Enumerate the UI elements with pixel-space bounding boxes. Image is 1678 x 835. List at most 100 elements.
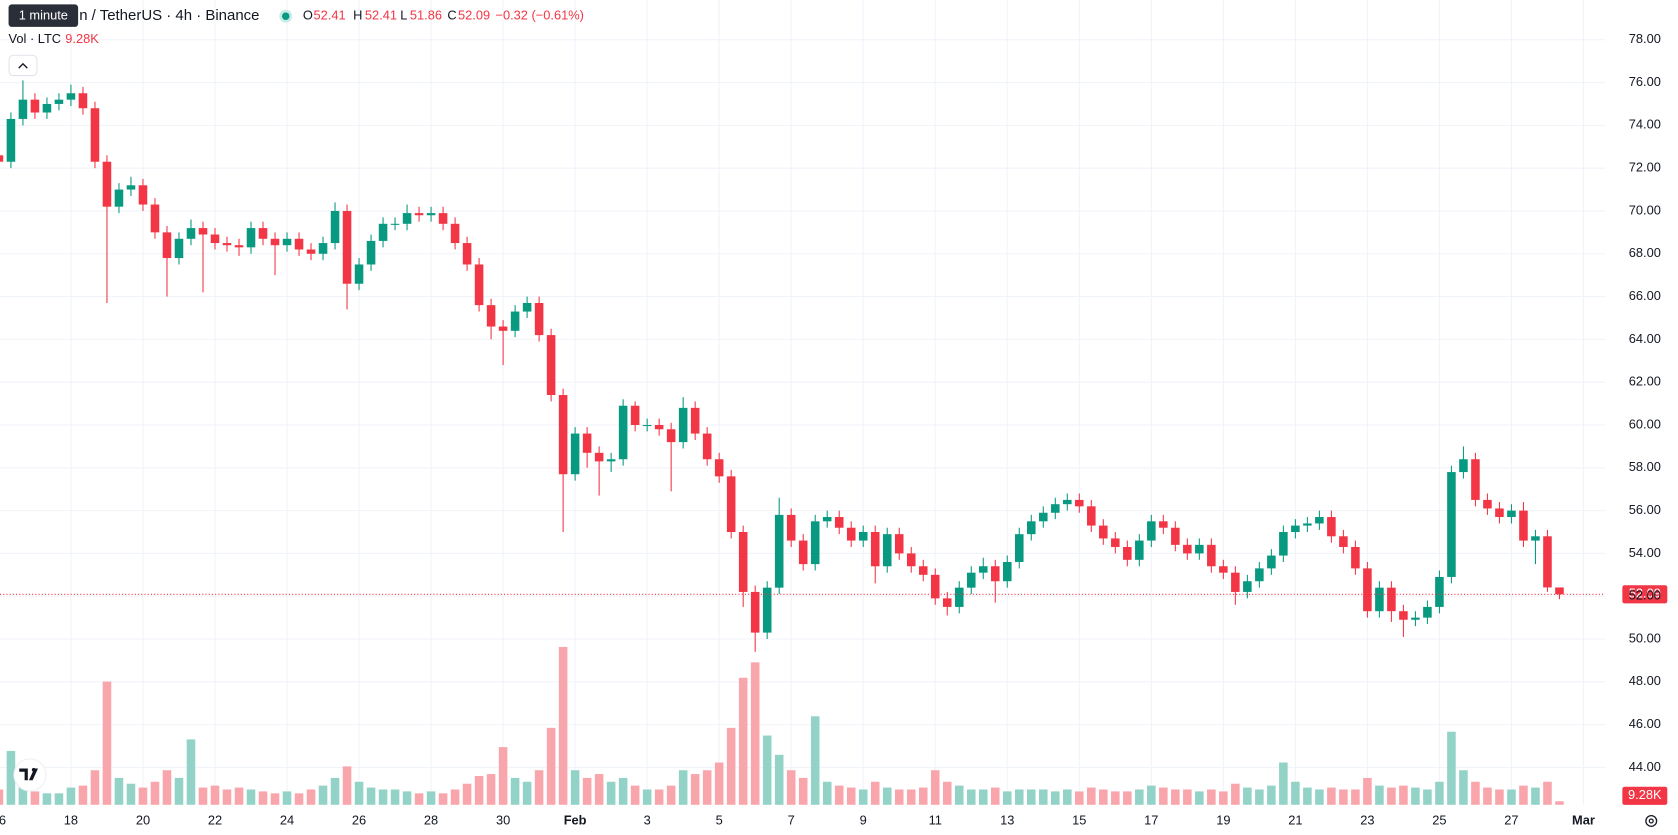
candle-body [1147,521,1156,541]
x-tick-label: 27 [1504,812,1518,827]
volume-bar [1267,785,1276,805]
tooltip-text: 1 minute [19,8,68,23]
candle-body [246,228,256,248]
candle-body [18,99,28,119]
volume-bar [1063,789,1072,805]
candle-body [798,540,808,565]
volume-bar [366,787,376,805]
logo-circle[interactable] [13,758,47,792]
logo-mark [19,767,38,781]
volume-bar [1183,789,1192,805]
volume-bar [774,754,784,805]
candle-body [498,326,508,331]
volume-bar [858,789,868,805]
candle-body [390,223,400,225]
volume-bar [990,787,1000,805]
volume-bar [54,793,64,805]
candle-body [138,185,148,205]
candle-body [1435,576,1444,607]
volume-tag [1622,786,1668,805]
candle-body [942,598,952,607]
candle-body [378,223,388,241]
volume-bar [918,787,928,805]
candle-body [702,433,712,460]
candle-body [354,264,364,284]
candle-body [486,305,496,327]
candle-body [1267,555,1276,569]
settings-button[interactable] [1645,814,1658,827]
volume-bar [0,789,4,805]
volume-bar [1327,787,1336,805]
ohlc-key: H [353,8,362,23]
volume-bar [378,789,388,805]
candle-body [1087,506,1096,526]
candle-body [810,521,820,565]
volume-bar [882,787,892,805]
candle-body [90,108,100,162]
collapse-box[interactable] [8,54,38,77]
candle-body [114,189,124,207]
collapse-button[interactable] [8,54,38,77]
volume-bar [666,785,676,805]
volume-bar [1543,781,1552,805]
x-tick-label: 21 [1288,812,1302,827]
volume-bar [1002,791,1012,805]
candle-body [282,238,292,246]
candle-body [126,185,136,190]
ohlc-legend: O 52.41 H 52.41 L 51.86 C 52.09 [303,8,490,23]
candle-body [786,514,796,541]
candle-body [570,433,580,475]
volume-bar [426,791,436,805]
candle-body [606,459,616,462]
settings-center [1648,818,1654,824]
logo[interactable] [13,758,47,792]
settings-gear[interactable] [1645,814,1658,827]
candle-body [1507,510,1516,518]
y-tick-label: 60.00 [1629,416,1661,431]
volume-bar [1291,781,1300,805]
candle-body [918,566,928,575]
x-tick-label: 20 [136,812,150,827]
volume-bar [78,785,88,805]
x-tick-label: 18 [64,812,78,827]
last-price-tag [1622,585,1668,604]
candle-body [426,213,436,216]
volume-bar [978,789,988,805]
y-tick-label: 50.00 [1629,630,1661,645]
candle-body [1483,499,1492,509]
volume-bar [738,677,748,805]
y-tick-label: 72.00 [1629,160,1661,175]
volume-bar [1014,789,1024,805]
y-tick-label: 66.00 [1629,288,1661,303]
volume-bar [822,781,832,805]
volume-bar [1135,789,1144,805]
candle-body [1555,587,1564,595]
candles [0,80,1564,652]
volume-bar [462,783,472,805]
volume-bar [138,787,148,805]
volume-bar [294,793,304,805]
candle-body [582,433,592,453]
y-tick-label: 54.00 [1629,545,1661,560]
candle-body [1291,525,1300,533]
candle-body [402,213,412,224]
volume-bar [306,789,316,805]
candle-body [990,566,1000,582]
ohlc-value: 52.41 [314,8,346,23]
x-tick-label: 22 [208,812,222,827]
x-tick-label: 30 [496,812,510,827]
candle-body [870,532,880,567]
candle-body [1183,544,1192,554]
candle-body [930,574,940,599]
volume-bar [30,791,40,805]
volume-bar [1483,787,1492,805]
volume-bar [810,716,820,805]
candle-body [522,302,532,312]
volume-bar [414,793,424,805]
candle-body [630,405,640,425]
volume-bar [258,791,268,805]
x-tick-label: 19 [1216,812,1230,827]
volume-bar [1531,787,1540,805]
candle-body [294,238,304,250]
x-tick-label: 24 [280,812,294,827]
